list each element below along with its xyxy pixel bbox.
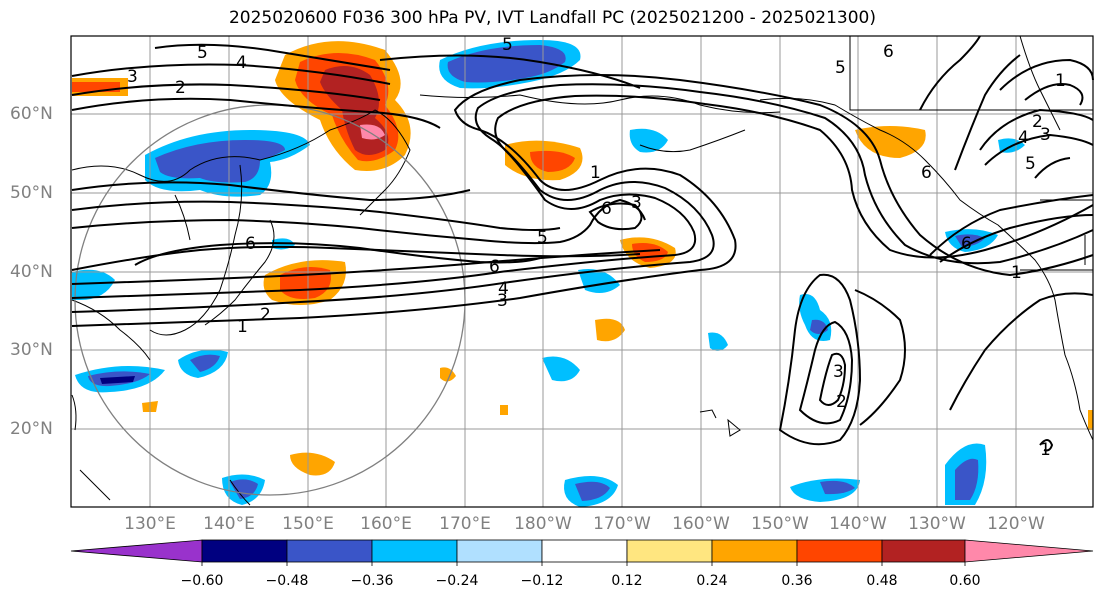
contour-label: 4 <box>236 53 247 73</box>
colorbar-tick-label: −0.36 <box>350 573 394 589</box>
lon-label: 130°W <box>908 514 966 534</box>
colorbar-tick-label: −0.60 <box>180 573 224 589</box>
contour-label: 3 <box>833 362 844 382</box>
lon-label: 130°E <box>124 514 176 534</box>
colorbar-tick-label: 0.24 <box>696 573 728 589</box>
colorbar-tick-label: 0.48 <box>866 573 898 589</box>
contour-label: 1 <box>1055 71 1066 91</box>
contour-label: 2 <box>1032 112 1043 132</box>
lon-label: 170°E <box>439 514 491 534</box>
contour-label: 5 <box>835 58 846 78</box>
lon-label: 140°E <box>203 514 255 534</box>
map-title: 2025020600 F036 300 hPa PV, IVT Landfall… <box>228 8 876 28</box>
contour-labels: 5 4 3 2 1 6 5 6 3 6 5 6 4 3 2 1 3 2 6 5 … <box>127 35 1066 460</box>
pc-shading <box>72 40 1093 507</box>
contour-label: 4 <box>1018 128 1029 148</box>
colorbar-tick-label: 0.12 <box>611 573 643 589</box>
lon-label: 140°W <box>829 514 887 534</box>
lon-label: 160°W <box>672 514 730 534</box>
contour-label: 2 <box>175 78 186 98</box>
lat-label: 50°N <box>10 183 53 203</box>
contour-label: 1 <box>590 163 601 183</box>
contour-label: 6 <box>489 257 500 277</box>
contour-label: 2 <box>836 392 847 412</box>
contour-label: 6 <box>921 163 932 183</box>
lon-label: 160°E <box>360 514 412 534</box>
contour-label: 5 <box>537 228 548 248</box>
contour-label: 2 <box>260 305 271 325</box>
contour-label: 6 <box>601 199 612 219</box>
contour-label: 1 <box>1040 440 1051 460</box>
contour-label: 5 <box>502 35 513 55</box>
colorbar-tick-label: −0.48 <box>265 573 309 589</box>
lat-label: 60°N <box>10 104 53 124</box>
contour-label: 6 <box>245 234 256 254</box>
contour-label: 1 <box>1011 263 1022 283</box>
contour-label: 6 <box>883 42 894 62</box>
contour-label: 3 <box>1040 125 1051 145</box>
contour-label: 3 <box>631 193 642 213</box>
contour-label: 5 <box>1025 154 1036 174</box>
contour-label: 4 <box>498 279 509 299</box>
lon-label: 120°W <box>987 514 1045 534</box>
colorbar-tick-label: 0.36 <box>781 573 813 589</box>
colorbar-extend-max <box>964 539 1094 563</box>
lat-label: 40°N <box>10 262 53 282</box>
coastlines <box>71 35 1094 506</box>
lon-label: 180°W <box>514 514 572 534</box>
colorbar-extend-min <box>70 539 203 563</box>
pv-contours <box>71 35 1094 452</box>
lon-label: 170°W <box>593 514 651 534</box>
contour-label: 6 <box>961 234 972 254</box>
contour-label: 5 <box>197 43 208 63</box>
colorbar <box>70 539 1094 566</box>
lon-label: 150°E <box>282 514 334 534</box>
lon-label: 150°W <box>751 514 809 534</box>
colorbar-tick-label: −0.12 <box>520 573 564 589</box>
map-frame <box>70 35 1094 508</box>
contour-label: 1 <box>237 317 248 337</box>
contour-label: 3 <box>127 67 138 87</box>
contour-label: 3 <box>497 291 508 311</box>
lat-label: 20°N <box>10 419 53 439</box>
colorbar-tick-label: 0.60 <box>949 573 981 589</box>
landfall-region-circle <box>74 104 466 496</box>
colorbar-tick-label: −0.24 <box>435 573 479 589</box>
lat-label: 30°N <box>10 340 53 360</box>
